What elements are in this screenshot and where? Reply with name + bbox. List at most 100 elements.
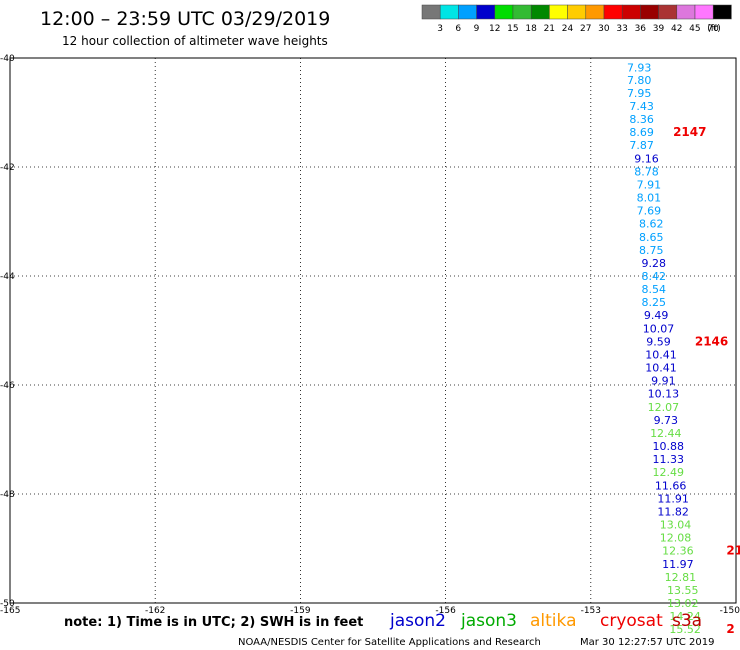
- footer-timestamp: Mar 30 12:27:57 UTC 2019: [580, 637, 715, 648]
- wave-height-point: 12.07: [648, 401, 680, 414]
- wave-height-point: 10.13: [648, 388, 680, 401]
- wave-height-point: 11.91: [657, 492, 689, 505]
- wave-height-point: 8.75: [639, 244, 664, 257]
- scale-swatch: [621, 4, 641, 20]
- wave-height-point: 7.80: [627, 74, 652, 87]
- scale-label: 42: [671, 24, 682, 34]
- wave-height-point: 13.04: [660, 519, 692, 532]
- scale-swatch: [494, 4, 514, 20]
- wave-height-point: 7.69: [637, 205, 662, 218]
- wave-height-point: 7.87: [629, 139, 654, 152]
- y-tick-label: -46: [0, 381, 15, 391]
- pass-time-label: 21: [726, 544, 740, 558]
- x-tick-label: -153: [581, 606, 601, 616]
- scale-swatch: [530, 4, 550, 20]
- wave-height-point: 15.52: [669, 623, 701, 636]
- wave-height-point: 8.78: [634, 165, 659, 178]
- scale-label: 70: [707, 24, 719, 34]
- wave-height-point: 13.55: [667, 584, 699, 597]
- scale-swatch: [549, 4, 568, 20]
- scale-label: 33: [616, 24, 627, 34]
- satellite-legend-item: cryosat: [600, 611, 663, 631]
- scale-swatch: [476, 4, 496, 20]
- wave-height-point: 10.88: [652, 440, 684, 453]
- x-tick-label: -156: [435, 606, 456, 616]
- y-tick-label: -44: [0, 272, 15, 282]
- wave-height-point: 12.44: [650, 427, 682, 440]
- scale-swatch: [512, 4, 532, 20]
- wave-height-point: 10.07: [643, 322, 675, 335]
- wave-height-point: 9.49: [644, 309, 669, 322]
- color-scale-legend: 3 6 9 12 15 18 21 24 27 30 33 36 39 42 45 70(ft): [421, 4, 732, 34]
- scale-label: 15: [507, 24, 518, 34]
- pass-time-label: 2: [726, 622, 734, 636]
- y-tick-label: -48: [0, 490, 15, 500]
- wave-height-point: 13.02: [667, 597, 699, 610]
- scale-swatch: [694, 4, 714, 20]
- wave-height-point: 11.97: [662, 558, 694, 571]
- pass-time-label: 2147: [673, 125, 706, 139]
- footer-credit: NOAA/NESDIS Center for Satellite Applica…: [238, 637, 541, 648]
- scale-label: 30: [598, 24, 610, 34]
- grid-lines: [10, 58, 736, 603]
- scale-label: 6: [455, 24, 461, 34]
- wave-height-point: 9.91: [651, 375, 676, 388]
- wave-height-point: 7.43: [629, 100, 654, 113]
- wave-height-point: 7.91: [637, 178, 662, 191]
- wave-height-point: 8.01: [637, 192, 662, 205]
- scale-swatch: [603, 4, 623, 20]
- scale-swatch: [658, 4, 678, 20]
- wave-height-point: 9.73: [654, 414, 679, 427]
- wave-height-point: 12.49: [652, 466, 684, 479]
- scale-label: 36: [635, 24, 647, 34]
- wave-height-point: 11.82: [657, 505, 689, 518]
- scale-label: 9: [474, 24, 480, 34]
- scale-unit: (ft): [707, 24, 721, 34]
- scale-swatch: [439, 4, 459, 20]
- wave-height-point: 8.62: [639, 218, 664, 231]
- x-edge-label: -165: [0, 606, 20, 616]
- wave-height-point: 11.66: [655, 479, 687, 492]
- chart-subtitle: 12 hour collection of altimeter wave hei…: [62, 34, 328, 48]
- scale-label: 12: [489, 24, 500, 34]
- satellite-legend: jason2 jason3 altika cryosat s3a: [389, 611, 702, 631]
- time-labels: 2147 2146 21 2: [673, 125, 740, 636]
- wave-height-point: 8.36: [629, 113, 654, 126]
- satellite-legend-item: jason3: [460, 611, 517, 631]
- wave-height-point: 8.69: [629, 126, 654, 139]
- scale-label: 18: [525, 24, 537, 34]
- y-tick-label: -42: [0, 163, 15, 173]
- wave-height-point: 12.81: [665, 571, 697, 584]
- x-tick-label: -159: [290, 606, 311, 616]
- scale-label: 45: [689, 24, 700, 34]
- scale-swatch: [640, 4, 659, 20]
- wave-height-point: 10.41: [645, 362, 677, 375]
- scale-label: 21: [544, 24, 555, 34]
- scale-swatch: [676, 4, 696, 20]
- satellite-legend-item: jason2: [389, 611, 446, 631]
- wave-height-point: 14.24: [669, 610, 701, 623]
- scale-label: 24: [562, 24, 574, 34]
- wave-height-point: 9.28: [641, 257, 666, 270]
- y-edge-label: -40: [0, 54, 15, 64]
- data-points: 7.937.807.957.438.368.697.879.168.787.91…: [627, 61, 701, 636]
- scale-swatch: [712, 4, 732, 20]
- wave-height-point: 11.33: [652, 453, 684, 466]
- x-tick-label: -162: [145, 606, 165, 616]
- plot-frame: [9, 57, 737, 604]
- scale-label: 27: [580, 24, 591, 34]
- wave-height-point: 8.25: [641, 296, 666, 309]
- y-edge-label: -50: [0, 599, 15, 609]
- satellite-legend-item: altika: [530, 611, 577, 631]
- wave-height-point: 7.93: [627, 61, 652, 74]
- wave-height-point: 12.08: [660, 532, 692, 545]
- x-edge-label: -150: [720, 606, 740, 616]
- footer-note: note: 1) Time is in UTC; 2) SWH is in fe…: [64, 615, 363, 630]
- wave-height-point: 9.16: [634, 152, 659, 165]
- wave-height-point: 8.42: [641, 270, 666, 283]
- wave-height-point: 12.36: [662, 545, 694, 558]
- pass-time-label: 2146: [695, 334, 728, 348]
- wave-height-point: 8.54: [641, 283, 666, 296]
- chart-title: 12:00 – 23:59 UTC 03/29/2019: [40, 8, 330, 30]
- wave-height-point: 10.41: [645, 348, 677, 361]
